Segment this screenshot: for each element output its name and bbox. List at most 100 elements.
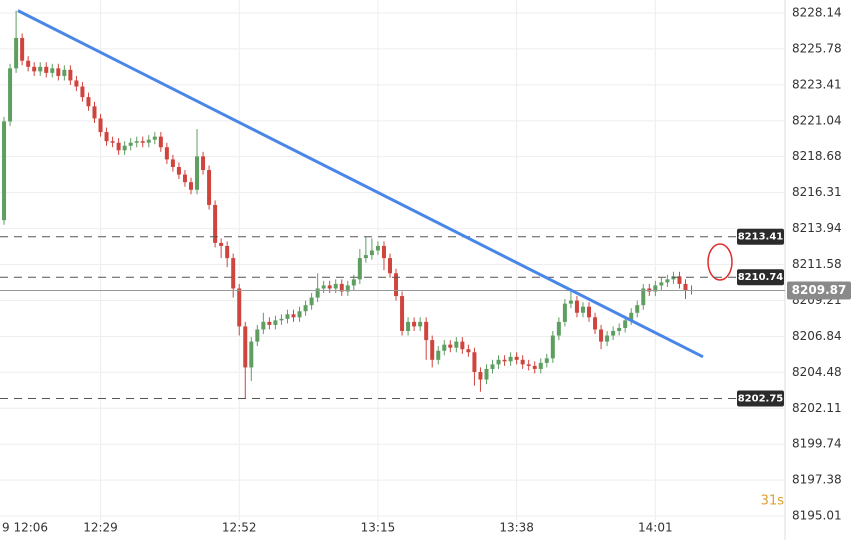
x-tick-label: 12:29 bbox=[83, 521, 118, 535]
candle-body bbox=[213, 204, 218, 243]
candle-body bbox=[448, 344, 453, 348]
candle-body bbox=[442, 344, 447, 351]
y-tick-label: 8225.78 bbox=[792, 41, 842, 55]
candle-body bbox=[207, 170, 212, 205]
candle-body bbox=[80, 86, 85, 98]
candle-body bbox=[134, 141, 139, 143]
candle-body bbox=[225, 245, 230, 259]
y-tick-label: 8199.74 bbox=[792, 437, 842, 451]
candle-body bbox=[478, 371, 483, 380]
x-tick-label: 9 12:06 bbox=[2, 521, 48, 535]
candle-body bbox=[381, 245, 386, 259]
candle-body bbox=[466, 349, 471, 353]
y-tick-label: 8213.94 bbox=[792, 221, 842, 235]
candle-body bbox=[297, 311, 302, 318]
y-tick-label: 8228.14 bbox=[792, 6, 842, 20]
candle-body bbox=[400, 296, 405, 331]
candle-body bbox=[436, 350, 441, 360]
candle-body bbox=[273, 320, 278, 325]
candle-body bbox=[182, 174, 187, 183]
candle-body bbox=[502, 359, 507, 362]
candle-body bbox=[38, 66, 43, 72]
candle-body bbox=[357, 258, 362, 280]
candle-body bbox=[653, 285, 658, 292]
annotation-circle bbox=[707, 243, 733, 281]
candle-body bbox=[98, 118, 103, 133]
level-label-box bbox=[737, 390, 784, 407]
candle-body bbox=[315, 288, 320, 298]
candle-body bbox=[574, 300, 579, 313]
candle-body bbox=[303, 305, 308, 312]
candle-body bbox=[526, 364, 531, 366]
candle-body bbox=[176, 167, 181, 175]
candle-body bbox=[412, 321, 417, 327]
candle-body bbox=[243, 326, 248, 368]
candle-body bbox=[140, 141, 145, 143]
y-tick-label: 8211.58 bbox=[792, 257, 842, 271]
candle-body bbox=[309, 297, 314, 306]
candle-body bbox=[599, 329, 604, 342]
candle-body bbox=[406, 321, 411, 331]
y-tick-label: 8195.01 bbox=[792, 509, 842, 523]
candle-body bbox=[623, 320, 628, 328]
candle-body bbox=[285, 314, 290, 319]
candle-body bbox=[195, 156, 200, 190]
candle-body bbox=[267, 321, 272, 325]
candle-body bbox=[617, 327, 622, 331]
candle-body bbox=[321, 285, 326, 289]
candle-body bbox=[219, 242, 224, 246]
candle-body bbox=[122, 145, 127, 151]
candle-body bbox=[671, 276, 676, 280]
candle-body bbox=[496, 359, 501, 365]
trendline bbox=[17, 9, 704, 359]
candle-body bbox=[279, 318, 284, 321]
candle-body bbox=[484, 368, 489, 380]
candle-body bbox=[152, 136, 157, 140]
candle-body bbox=[44, 66, 49, 73]
current-price-label: 8209.87 bbox=[792, 283, 847, 297]
candle-body bbox=[532, 365, 537, 369]
candle-body bbox=[68, 69, 73, 81]
candle-body bbox=[580, 306, 585, 313]
candle-body bbox=[677, 276, 682, 284]
candle-body bbox=[454, 341, 459, 348]
x-tick-label: 14:01 bbox=[638, 521, 673, 535]
candle-body bbox=[74, 80, 79, 87]
y-tick-label: 8202.11 bbox=[792, 401, 842, 415]
candle-body bbox=[231, 258, 236, 289]
y-tick-label: 8221.04 bbox=[792, 113, 842, 127]
candle-body bbox=[188, 182, 193, 190]
candle-body bbox=[255, 329, 260, 342]
candle-body bbox=[605, 335, 610, 342]
candle-body bbox=[50, 68, 55, 73]
candle-body bbox=[116, 142, 121, 151]
candle-body bbox=[418, 321, 423, 327]
candle-body bbox=[104, 132, 109, 142]
candle-body bbox=[56, 68, 61, 76]
candle-body bbox=[508, 356, 513, 362]
y-tick-label: 8197.38 bbox=[792, 473, 842, 487]
candle-body bbox=[665, 279, 670, 283]
candle-body bbox=[164, 147, 169, 160]
level-label-box bbox=[737, 269, 784, 286]
candle-body bbox=[424, 321, 429, 341]
candle-body bbox=[158, 136, 163, 148]
candle-body bbox=[394, 273, 399, 297]
candle-body bbox=[544, 358, 549, 363]
level-label-box bbox=[737, 228, 784, 245]
candle-body bbox=[351, 279, 356, 286]
candle-body bbox=[683, 283, 688, 290]
x-tick-label: 13:38 bbox=[499, 521, 534, 535]
candle-body bbox=[345, 285, 350, 292]
candle-body bbox=[2, 121, 7, 221]
candle-body bbox=[201, 156, 206, 171]
candle-body bbox=[8, 68, 13, 122]
candle-body bbox=[550, 335, 555, 359]
candles bbox=[2, 10, 694, 399]
candle-body bbox=[261, 321, 266, 330]
y-tick-label: 8223.41 bbox=[792, 77, 842, 91]
candle-body bbox=[490, 364, 495, 369]
candle-body bbox=[460, 341, 465, 350]
x-tick-label: 12:52 bbox=[222, 521, 257, 535]
